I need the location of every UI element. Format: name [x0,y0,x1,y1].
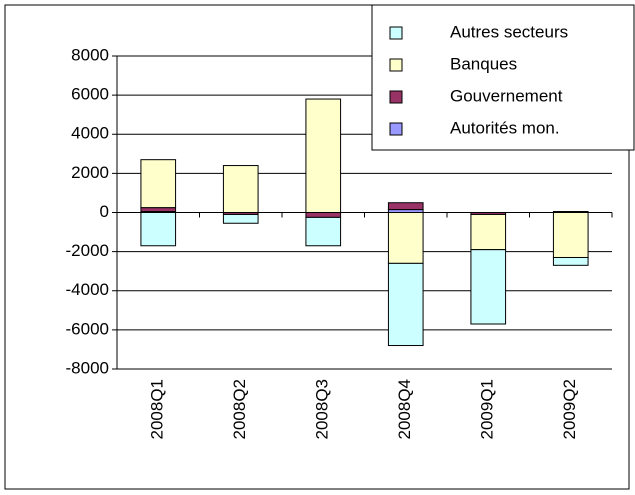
bar-segment [470,213,507,251]
y-tick-label: 4000 [71,124,109,143]
y-tick-label: 0 [100,202,109,221]
y-tick-label: 6000 [71,85,109,104]
x-tick-label: 2008Q3 [313,379,332,440]
bar-segment [140,212,177,247]
legend-box [371,4,635,151]
legend-swatch [389,122,403,136]
x-tick-label: 2009Q1 [478,379,497,440]
bar-segment [387,212,424,264]
bar-segment [305,216,342,247]
bar-segment [222,213,259,224]
legend-label: Autres secteurs [450,22,568,41]
bar-segment [140,207,177,213]
bar-segment [387,202,424,211]
y-tick-label: 2000 [71,163,109,182]
legend-swatch [389,58,403,72]
x-tick-label: 2008Q1 [148,379,167,440]
plot-area: -8000 -6000 -4000 -2000 0 2000 4000 6000 8000 200… [66,45,613,440]
x-tick-label: 2008Q4 [395,379,414,440]
bar-segment [305,98,342,213]
legend-label: Banques [450,54,517,73]
x-tick-label: 2009Q2 [560,379,579,440]
legend-label: Gouvernement [450,86,563,105]
y-tick-label: 8000 [71,45,109,64]
legend-label: Autorités mon. [450,118,560,137]
bar-segment [140,159,177,209]
legend-swatch [389,26,403,40]
bar-segment [305,212,342,218]
x-tick-label: 2008Q2 [230,379,249,440]
bar-segment [470,249,507,325]
bar-segment [387,262,424,347]
bar-segment [222,165,259,214]
y-tick-label: -2000 [66,241,109,260]
y-tick-label: -8000 [66,358,109,377]
y-tick-label: -6000 [66,319,109,338]
bar-segment [552,256,589,266]
y-tick-label: -4000 [66,280,109,299]
bar-segment [552,212,589,258]
legend-swatch [389,90,403,104]
legend: Autres secteurs Banques Gouvernement Autori… [389,22,568,137]
